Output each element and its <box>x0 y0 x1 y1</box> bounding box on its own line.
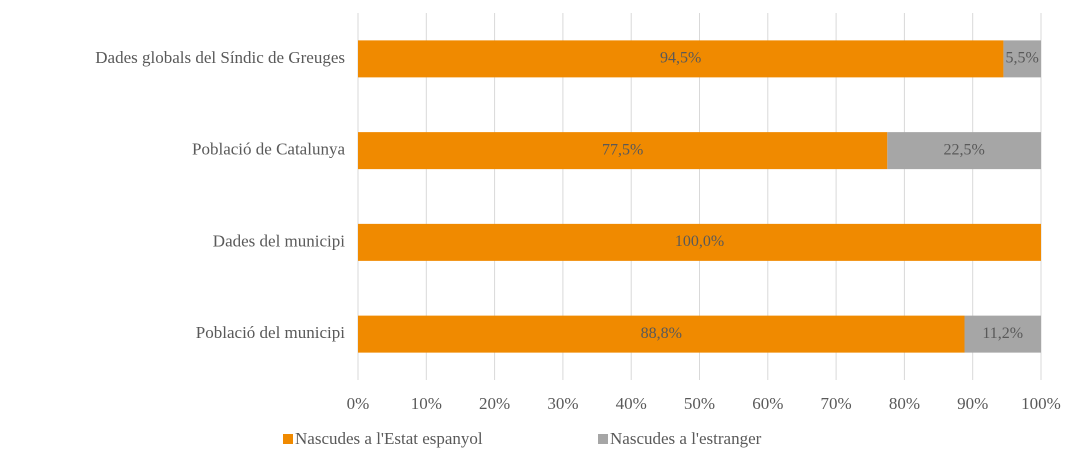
legend-label: Nascudes a l'Estat espanyol <box>295 429 483 448</box>
data-label: 22,5% <box>943 141 984 158</box>
data-label: 77,5% <box>602 141 643 158</box>
bar-segment <box>358 132 888 170</box>
x-tick-label: 50% <box>684 394 715 413</box>
x-tick-label: 30% <box>547 394 578 413</box>
legend-swatch <box>283 434 293 444</box>
x-tick-label: 60% <box>752 394 783 413</box>
x-tick-label: 20% <box>479 394 510 413</box>
data-label: 94,5% <box>660 50 701 67</box>
data-label: 88,8% <box>641 325 682 342</box>
x-tick-label: 10% <box>411 394 442 413</box>
bar-segment <box>358 223 1041 261</box>
legend-label: Nascudes a l'estranger <box>610 429 762 448</box>
y-tick-label: Població del municipi <box>196 323 345 342</box>
y-tick-label: Població de Catalunya <box>192 140 345 159</box>
y-tick-label: Dades globals del Síndic de Greuges <box>95 48 345 67</box>
x-tick-label: 0% <box>347 394 370 413</box>
data-label: 11,2% <box>982 325 1023 342</box>
x-tick-label: 40% <box>616 394 647 413</box>
x-tick-label: 70% <box>821 394 852 413</box>
bar-segment <box>1003 40 1041 78</box>
data-label: 5,5% <box>1006 50 1039 67</box>
bar-segment <box>887 132 1041 170</box>
bar-segment <box>964 315 1041 353</box>
bar-segment <box>358 40 1004 78</box>
bar-segment <box>358 315 965 353</box>
legend-swatch <box>598 434 608 444</box>
x-tick-label: 80% <box>889 394 920 413</box>
x-tick-label: 90% <box>957 394 988 413</box>
y-tick-label: Dades del municipi <box>213 231 345 250</box>
x-tick-label: 100% <box>1021 394 1061 413</box>
data-label: 100,0% <box>675 233 724 250</box>
